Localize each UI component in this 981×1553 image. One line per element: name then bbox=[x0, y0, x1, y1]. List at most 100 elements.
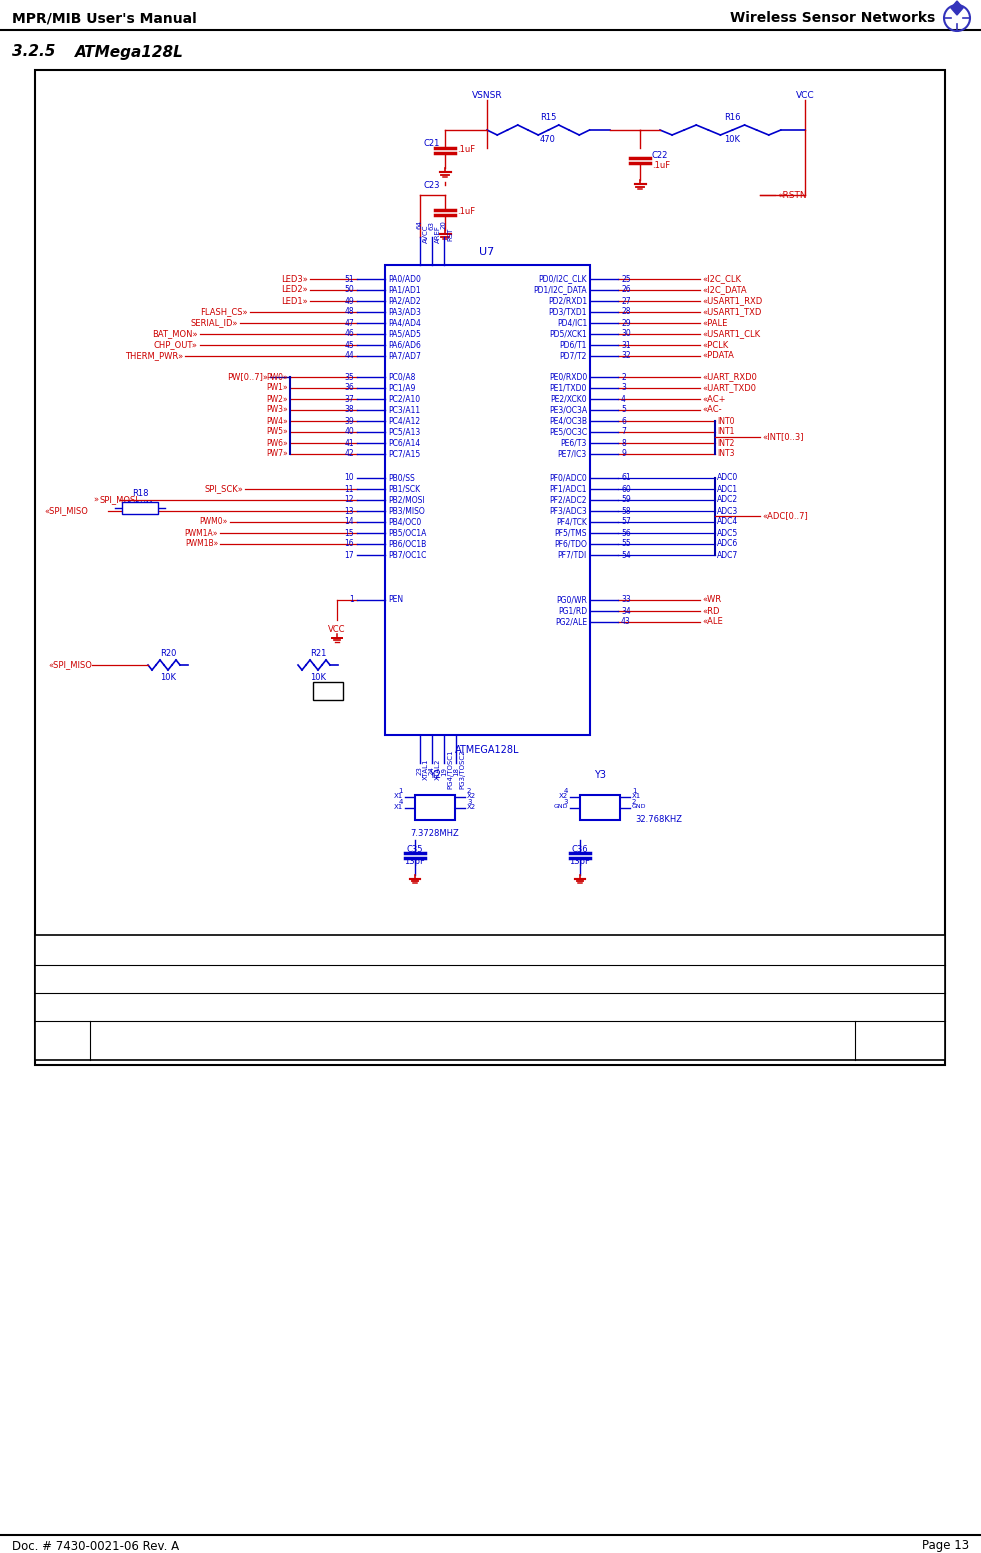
Text: 34: 34 bbox=[621, 607, 631, 615]
Text: VCC: VCC bbox=[319, 686, 337, 696]
Text: 5: 5 bbox=[720, 1047, 727, 1058]
Text: Friday, March 21, 2003: Friday, March 21, 2003 bbox=[90, 1047, 202, 1058]
Text: ADC5: ADC5 bbox=[717, 528, 739, 537]
Text: «AC-: «AC- bbox=[702, 405, 722, 415]
Text: SERIAL_ID»: SERIAL_ID» bbox=[190, 318, 238, 328]
Text: 17: 17 bbox=[344, 550, 354, 559]
Text: PC1/A9: PC1/A9 bbox=[388, 384, 415, 393]
Text: 30: 30 bbox=[621, 329, 631, 339]
Text: VCC: VCC bbox=[796, 90, 814, 99]
Text: PD0/I2C_CLK: PD0/I2C_CLK bbox=[539, 275, 587, 284]
Text: X2: X2 bbox=[467, 804, 476, 811]
Text: ADC3: ADC3 bbox=[717, 506, 739, 516]
Text: 32: 32 bbox=[621, 351, 631, 360]
Text: PW4»: PW4» bbox=[266, 416, 288, 426]
Text: PEN: PEN bbox=[388, 595, 403, 604]
Text: PE1/TXD0: PE1/TXD0 bbox=[549, 384, 587, 393]
Text: 4: 4 bbox=[621, 394, 626, 404]
Text: PA1/AD1: PA1/AD1 bbox=[388, 286, 421, 295]
Text: 64: 64 bbox=[417, 221, 423, 230]
Text: RST: RST bbox=[447, 227, 453, 241]
Text: «UART_TXD0: «UART_TXD0 bbox=[702, 384, 756, 393]
Text: 14: 14 bbox=[344, 517, 354, 526]
Text: PC3/A11: PC3/A11 bbox=[388, 405, 420, 415]
Text: R16: R16 bbox=[724, 113, 741, 123]
Text: PG0/WR: PG0/WR bbox=[556, 595, 587, 604]
Text: R18: R18 bbox=[131, 489, 148, 497]
Text: 8: 8 bbox=[621, 438, 626, 447]
Text: PW5»: PW5» bbox=[266, 427, 288, 436]
Text: «SPI_MISO: «SPI_MISO bbox=[48, 660, 92, 669]
Text: 20: 20 bbox=[441, 221, 447, 230]
Text: 15: 15 bbox=[344, 528, 354, 537]
Text: PB6/OC1B: PB6/OC1B bbox=[388, 539, 427, 548]
Text: PWM1A»: PWM1A» bbox=[184, 528, 218, 537]
Text: PB7/OC1C: PB7/OC1C bbox=[388, 550, 427, 559]
Bar bbox=[35, 70, 945, 1065]
Text: C21: C21 bbox=[423, 138, 439, 148]
Text: 10: 10 bbox=[344, 474, 354, 483]
Text: PF1/ADC1: PF1/ADC1 bbox=[549, 485, 587, 494]
Text: 10K: 10K bbox=[160, 672, 176, 682]
Text: «INT[0..3]: «INT[0..3] bbox=[762, 432, 803, 441]
Bar bbox=[580, 795, 620, 820]
Text: 2: 2 bbox=[621, 373, 626, 382]
Text: PE0/RXD0: PE0/RXD0 bbox=[548, 373, 587, 382]
Text: 38: 38 bbox=[344, 405, 354, 415]
Text: 19: 19 bbox=[441, 767, 447, 775]
Text: 50: 50 bbox=[344, 286, 354, 295]
Text: PF7/TDI: PF7/TDI bbox=[558, 550, 587, 559]
Text: C23: C23 bbox=[423, 180, 439, 189]
Text: PA6/AD6: PA6/AD6 bbox=[388, 340, 421, 349]
Text: PE5/OC3C: PE5/OC3C bbox=[549, 427, 587, 436]
Text: PG1/RD: PG1/RD bbox=[558, 607, 587, 615]
Text: PA0/AD0: PA0/AD0 bbox=[388, 275, 421, 284]
Text: ATMega128L: ATMega128L bbox=[75, 45, 183, 59]
Text: PW[0..7]»: PW[0..7]» bbox=[227, 373, 268, 382]
Text: 36: 36 bbox=[344, 384, 354, 393]
Text: Sheet: Sheet bbox=[660, 1047, 689, 1058]
Text: 1: 1 bbox=[398, 787, 403, 794]
Text: PF4/TCK: PF4/TCK bbox=[556, 517, 587, 526]
Text: 3: 3 bbox=[467, 798, 472, 804]
Text: 3.2.5: 3.2.5 bbox=[12, 45, 55, 59]
Bar bbox=[313, 682, 343, 700]
Text: PD2/RXD1: PD2/RXD1 bbox=[547, 297, 587, 306]
Text: VSNSR: VSNSR bbox=[472, 90, 502, 99]
Text: INT2: INT2 bbox=[717, 438, 735, 447]
Text: 48: 48 bbox=[344, 307, 354, 317]
Text: PE3/OC3A: PE3/OC3A bbox=[549, 405, 587, 415]
Text: LED2»: LED2» bbox=[282, 286, 308, 295]
Text: PE4/OC3B: PE4/OC3B bbox=[549, 416, 587, 426]
Text: .1uF: .1uF bbox=[457, 208, 475, 216]
Text: «AC+: «AC+ bbox=[702, 394, 726, 404]
Text: «PALE: «PALE bbox=[702, 318, 727, 328]
Text: 4: 4 bbox=[398, 798, 403, 804]
Text: PC6/A14: PC6/A14 bbox=[388, 438, 420, 447]
Text: 29: 29 bbox=[621, 318, 631, 328]
Text: 33: 33 bbox=[621, 595, 631, 604]
Text: 6: 6 bbox=[760, 1047, 767, 1058]
Text: C36: C36 bbox=[572, 845, 589, 854]
Text: «ADC[0..7]: «ADC[0..7] bbox=[762, 511, 807, 520]
Text: 11: 11 bbox=[344, 485, 354, 494]
Text: 35: 35 bbox=[344, 373, 354, 382]
Text: 60: 60 bbox=[621, 485, 631, 494]
Text: «USART1_RXD: «USART1_RXD bbox=[702, 297, 762, 306]
Text: R15: R15 bbox=[540, 113, 556, 123]
Text: ATMEGA128L: ATMEGA128L bbox=[455, 745, 519, 755]
Bar bbox=[35, 935, 945, 1061]
Text: PD6/T1: PD6/T1 bbox=[559, 340, 587, 349]
Text: 10K: 10K bbox=[724, 135, 740, 144]
Text: 3: 3 bbox=[563, 798, 568, 804]
Text: «PDATA: «PDATA bbox=[702, 351, 734, 360]
Text: PG4/TOSC1: PG4/TOSC1 bbox=[447, 749, 453, 789]
Text: Title: Title bbox=[43, 975, 64, 986]
Text: of: of bbox=[740, 1047, 749, 1058]
Text: AVCC: AVCC bbox=[423, 225, 429, 244]
Text: PW7»: PW7» bbox=[266, 449, 288, 458]
Text: Size: Size bbox=[43, 1023, 63, 1034]
Text: PW0»: PW0» bbox=[266, 373, 288, 382]
Text: PA2/AD2: PA2/AD2 bbox=[388, 297, 421, 306]
Text: PWM1B»: PWM1B» bbox=[184, 539, 218, 548]
